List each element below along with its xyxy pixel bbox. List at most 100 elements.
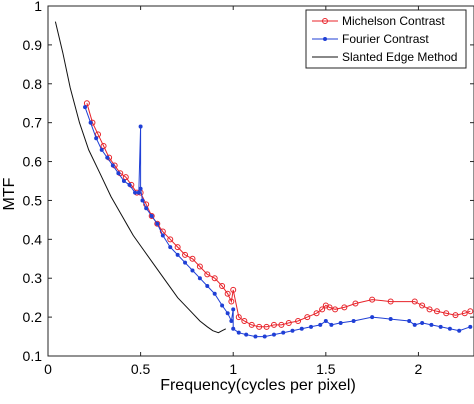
- data-point-michelson-contrast: [452, 312, 459, 319]
- data-point-fourier-contrast: [225, 311, 230, 316]
- x-tick-label: 0: [44, 361, 52, 377]
- data-point-fourier-contrast: [412, 322, 417, 327]
- legend-marker-fourier: [323, 37, 327, 41]
- data-point-michelson-contrast: [411, 298, 418, 305]
- data-point-michelson-contrast: [196, 263, 203, 270]
- y-tick-label: 0.8: [23, 76, 43, 92]
- data-point-michelson-contrast: [224, 290, 231, 297]
- data-point-michelson-contrast: [332, 306, 339, 313]
- data-point-michelson-contrast: [263, 323, 270, 330]
- y-tick-label: 0.9: [23, 37, 43, 53]
- y-tick-label: 0.7: [23, 115, 43, 131]
- data-point-fourier-contrast: [105, 155, 110, 160]
- x-tick-label: 0.5: [131, 361, 151, 377]
- data-point-fourier-contrast: [351, 319, 356, 323]
- y-tick-label: 1: [34, 0, 42, 14]
- data-point-fourier-contrast: [88, 120, 93, 125]
- data-point-michelson-contrast: [167, 236, 174, 243]
- data-point-michelson-contrast: [122, 174, 129, 181]
- data-point-fourier-contrast: [155, 221, 160, 226]
- data-point-fourier-contrast: [407, 319, 412, 323]
- data-point-fourier-contrast: [212, 291, 217, 296]
- data-point-michelson-contrast: [241, 318, 248, 324]
- data-point-michelson-contrast: [285, 319, 292, 326]
- data-point-fourier-contrast: [429, 322, 434, 327]
- data-point-michelson-contrast: [278, 321, 285, 328]
- data-point-michelson-contrast: [95, 131, 102, 138]
- legend-entry-fourier: Fourier Contrast: [312, 32, 429, 46]
- legend-marker-michelson: [322, 18, 328, 24]
- data-point-michelson-contrast: [295, 318, 302, 324]
- data-point-michelson-contrast: [189, 255, 196, 262]
- series-line-michelson-contrast: [86, 103, 471, 328]
- data-point-michelson-contrast: [182, 251, 189, 258]
- legend-label-michelson: Michelson Contrast: [342, 14, 445, 28]
- data-point-michelson-contrast: [326, 304, 333, 311]
- data-point-fourier-contrast: [83, 105, 88, 110]
- data-point-fourier-contrast: [329, 322, 334, 327]
- series-layer: [54, 21, 474, 339]
- legend: Michelson Contrast Fourier Contrast Slan…: [305, 9, 467, 69]
- data-point-michelson-contrast: [341, 304, 348, 311]
- data-point-fourier-contrast: [190, 268, 195, 273]
- data-point-michelson-contrast: [461, 310, 468, 317]
- data-point-fourier-contrast: [110, 163, 115, 168]
- data-point-fourier-contrast: [94, 136, 99, 141]
- data-point-fourier-contrast: [220, 303, 225, 308]
- data-point-fourier-contrast: [140, 198, 145, 203]
- data-point-michelson-contrast: [313, 310, 320, 317]
- data-point-fourier-contrast: [205, 284, 210, 288]
- y-tick-label: 0.1: [23, 348, 43, 364]
- data-point-fourier-contrast: [244, 332, 249, 337]
- series-fourier-contrast: [83, 105, 473, 339]
- y-tick-label: 0.2: [23, 309, 43, 325]
- series-slanted-edge-method: [54, 21, 227, 334]
- data-point-fourier-contrast: [388, 317, 393, 322]
- data-point-fourier-contrast: [231, 307, 236, 312]
- data-point-michelson-contrast: [256, 323, 263, 330]
- data-point-michelson-contrast: [426, 306, 433, 313]
- data-point-michelson-contrast: [230, 286, 237, 293]
- data-point-fourier-contrast: [229, 319, 234, 323]
- y-axis-title: MTF: [1, 177, 18, 210]
- data-point-michelson-contrast: [235, 314, 242, 321]
- data-point-fourier-contrast: [116, 171, 121, 176]
- data-point-michelson-contrast: [419, 302, 426, 309]
- legend-entry-michelson: Michelson Contrast: [312, 14, 445, 28]
- data-point-michelson-contrast: [433, 308, 440, 315]
- data-point-fourier-contrast: [231, 326, 236, 331]
- data-point-fourier-contrast: [183, 260, 188, 265]
- data-point-michelson-contrast: [387, 298, 394, 305]
- data-point-fourier-contrast: [236, 330, 241, 335]
- y-tick-label: 0.4: [23, 231, 43, 247]
- data-point-michelson-contrast: [319, 306, 326, 313]
- data-point-michelson-contrast: [204, 271, 211, 278]
- data-point-fourier-contrast: [290, 328, 295, 333]
- data-point-michelson-contrast: [100, 143, 107, 149]
- series-michelson-contrast: [83, 100, 474, 330]
- legend-label-slanted-edge: Slanted Edge Method: [342, 50, 457, 64]
- axis-layer: 0 0.5 1 1.5 2 0.1 0.2 0.3 0.4 0.5 0.6 0.7 0.8 0.9 1: [23, 0, 474, 377]
- legend-label-fourier: Fourier Contrast: [342, 32, 429, 46]
- data-point-fourier-contrast: [175, 252, 180, 257]
- x-tick-label: 1.5: [316, 361, 336, 377]
- data-point-fourier-contrast: [253, 334, 258, 339]
- data-point-fourier-contrast: [370, 315, 375, 320]
- data-point-fourier-contrast: [271, 332, 276, 337]
- data-point-fourier-contrast: [338, 320, 343, 325]
- data-point-fourier-contrast: [438, 324, 443, 329]
- y-tick-label: 0.3: [23, 270, 43, 286]
- data-point-michelson-contrast: [248, 321, 255, 328]
- data-point-fourier-contrast: [281, 330, 286, 335]
- data-point-fourier-contrast: [457, 328, 462, 333]
- data-point-fourier-contrast: [138, 186, 143, 191]
- data-point-michelson-contrast: [83, 100, 90, 107]
- data-point-fourier-contrast: [420, 320, 425, 325]
- x-tick-label: 1: [229, 361, 237, 377]
- data-point-michelson-contrast: [304, 314, 311, 321]
- y-tick-label: 0.5: [23, 192, 43, 208]
- data-point-michelson-contrast: [467, 308, 474, 315]
- data-point-fourier-contrast: [197, 276, 202, 281]
- data-point-michelson-contrast: [148, 213, 155, 219]
